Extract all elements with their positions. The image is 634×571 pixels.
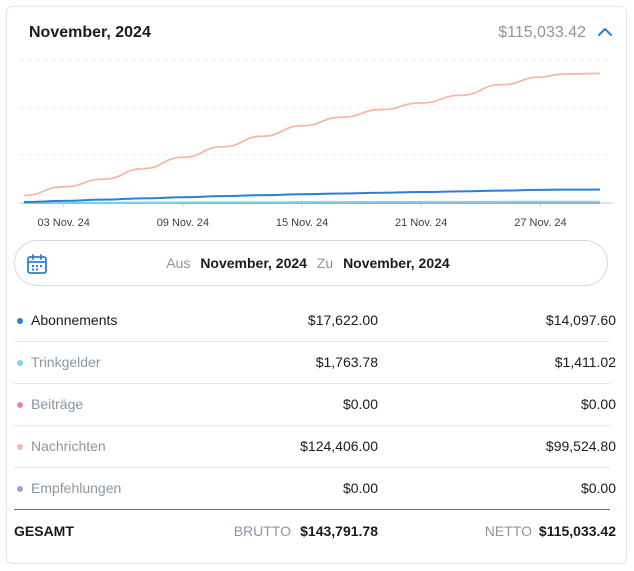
row-name: Trinkgelder <box>31 354 101 370</box>
row-name: Nachrichten <box>31 438 106 454</box>
series-line-nachrichten <box>23 72 601 197</box>
row-net: $14,097.60 <box>545 312 616 328</box>
total-label: GESAMT <box>14 523 74 539</box>
row-gross: $124,406.00 <box>300 438 378 454</box>
row-net: $99,524.80 <box>545 438 616 454</box>
row-empfehlungen[interactable]: Empfehlungen $0.00 $0.00 <box>14 468 616 510</box>
series-dot <box>17 360 23 366</box>
row-abonnements[interactable]: Abonnements $17,622.00 $14,097.60 <box>14 300 616 342</box>
row-trinkgelder[interactable]: Trinkgelder $1,763.78 $1,411.02 <box>14 342 616 384</box>
row-beitraege[interactable]: Beiträge $0.00 $0.00 <box>14 384 616 426</box>
row-net: $0.00 <box>580 480 616 496</box>
calendar-icon <box>27 254 47 274</box>
date-range-text: Aus November, 2024 Zu November, 2024 <box>15 241 607 285</box>
row-net: $1,411.02 <box>554 354 616 370</box>
series-dot <box>17 318 23 324</box>
series-line-abonnements <box>23 188 601 204</box>
x-tick-label: 03 Nov. 24 <box>38 217 90 229</box>
x-tick-label: 09 Nov. 24 <box>157 217 209 229</box>
netto-value: $115,033.42 <box>538 523 616 539</box>
netto-label: NETTO <box>484 523 532 539</box>
brutto-value: $143,791.78 <box>300 523 378 539</box>
to-label: Zu <box>316 255 334 271</box>
period-total: $115,033.42 <box>498 24 586 41</box>
x-tick-label: 21 Nov. 24 <box>395 217 447 229</box>
row-gross: $0.00 <box>342 396 378 412</box>
total-row: GESAMT BRUTTO $143,791.78 NETTO $115,033… <box>14 509 616 554</box>
period-title: November, 2024 <box>29 24 151 41</box>
row-net: $0.00 <box>580 396 616 412</box>
series-line-trinkgelder <box>23 200 601 204</box>
to-value: November, 2024 <box>343 255 450 271</box>
from-value: November, 2024 <box>200 255 307 271</box>
series-dot <box>17 402 23 408</box>
earnings-line-chart: 03 Nov. 24 09 Nov. 24 15 Nov. 24 21 Nov. 24… <box>20 59 612 229</box>
chevron-up-icon[interactable] <box>596 25 614 39</box>
from-label: Aus <box>166 255 191 271</box>
series-dot <box>17 444 23 450</box>
series-dot <box>17 486 23 492</box>
row-gross: $1,763.78 <box>315 354 378 370</box>
x-tick-label: 15 Nov. 24 <box>276 217 328 229</box>
date-range-picker[interactable]: Aus November, 2024 Zu November, 2024 <box>14 240 608 286</box>
row-name: Beiträge <box>31 396 84 412</box>
earnings-breakdown-list: Abonnements $17,622.00 $14,097.60 Trinkg… <box>14 300 616 510</box>
x-tick-label: 27 Nov. 24 <box>514 217 566 229</box>
row-gross: $17,622.00 <box>307 312 378 328</box>
row-gross: $0.00 <box>342 480 378 496</box>
row-nachrichten[interactable]: Nachrichten $124,406.00 $99,524.80 <box>14 426 616 468</box>
row-name: Abonnements <box>31 312 118 328</box>
row-name: Empfehlungen <box>31 480 122 496</box>
brutto-label: BRUTTO <box>233 523 291 539</box>
